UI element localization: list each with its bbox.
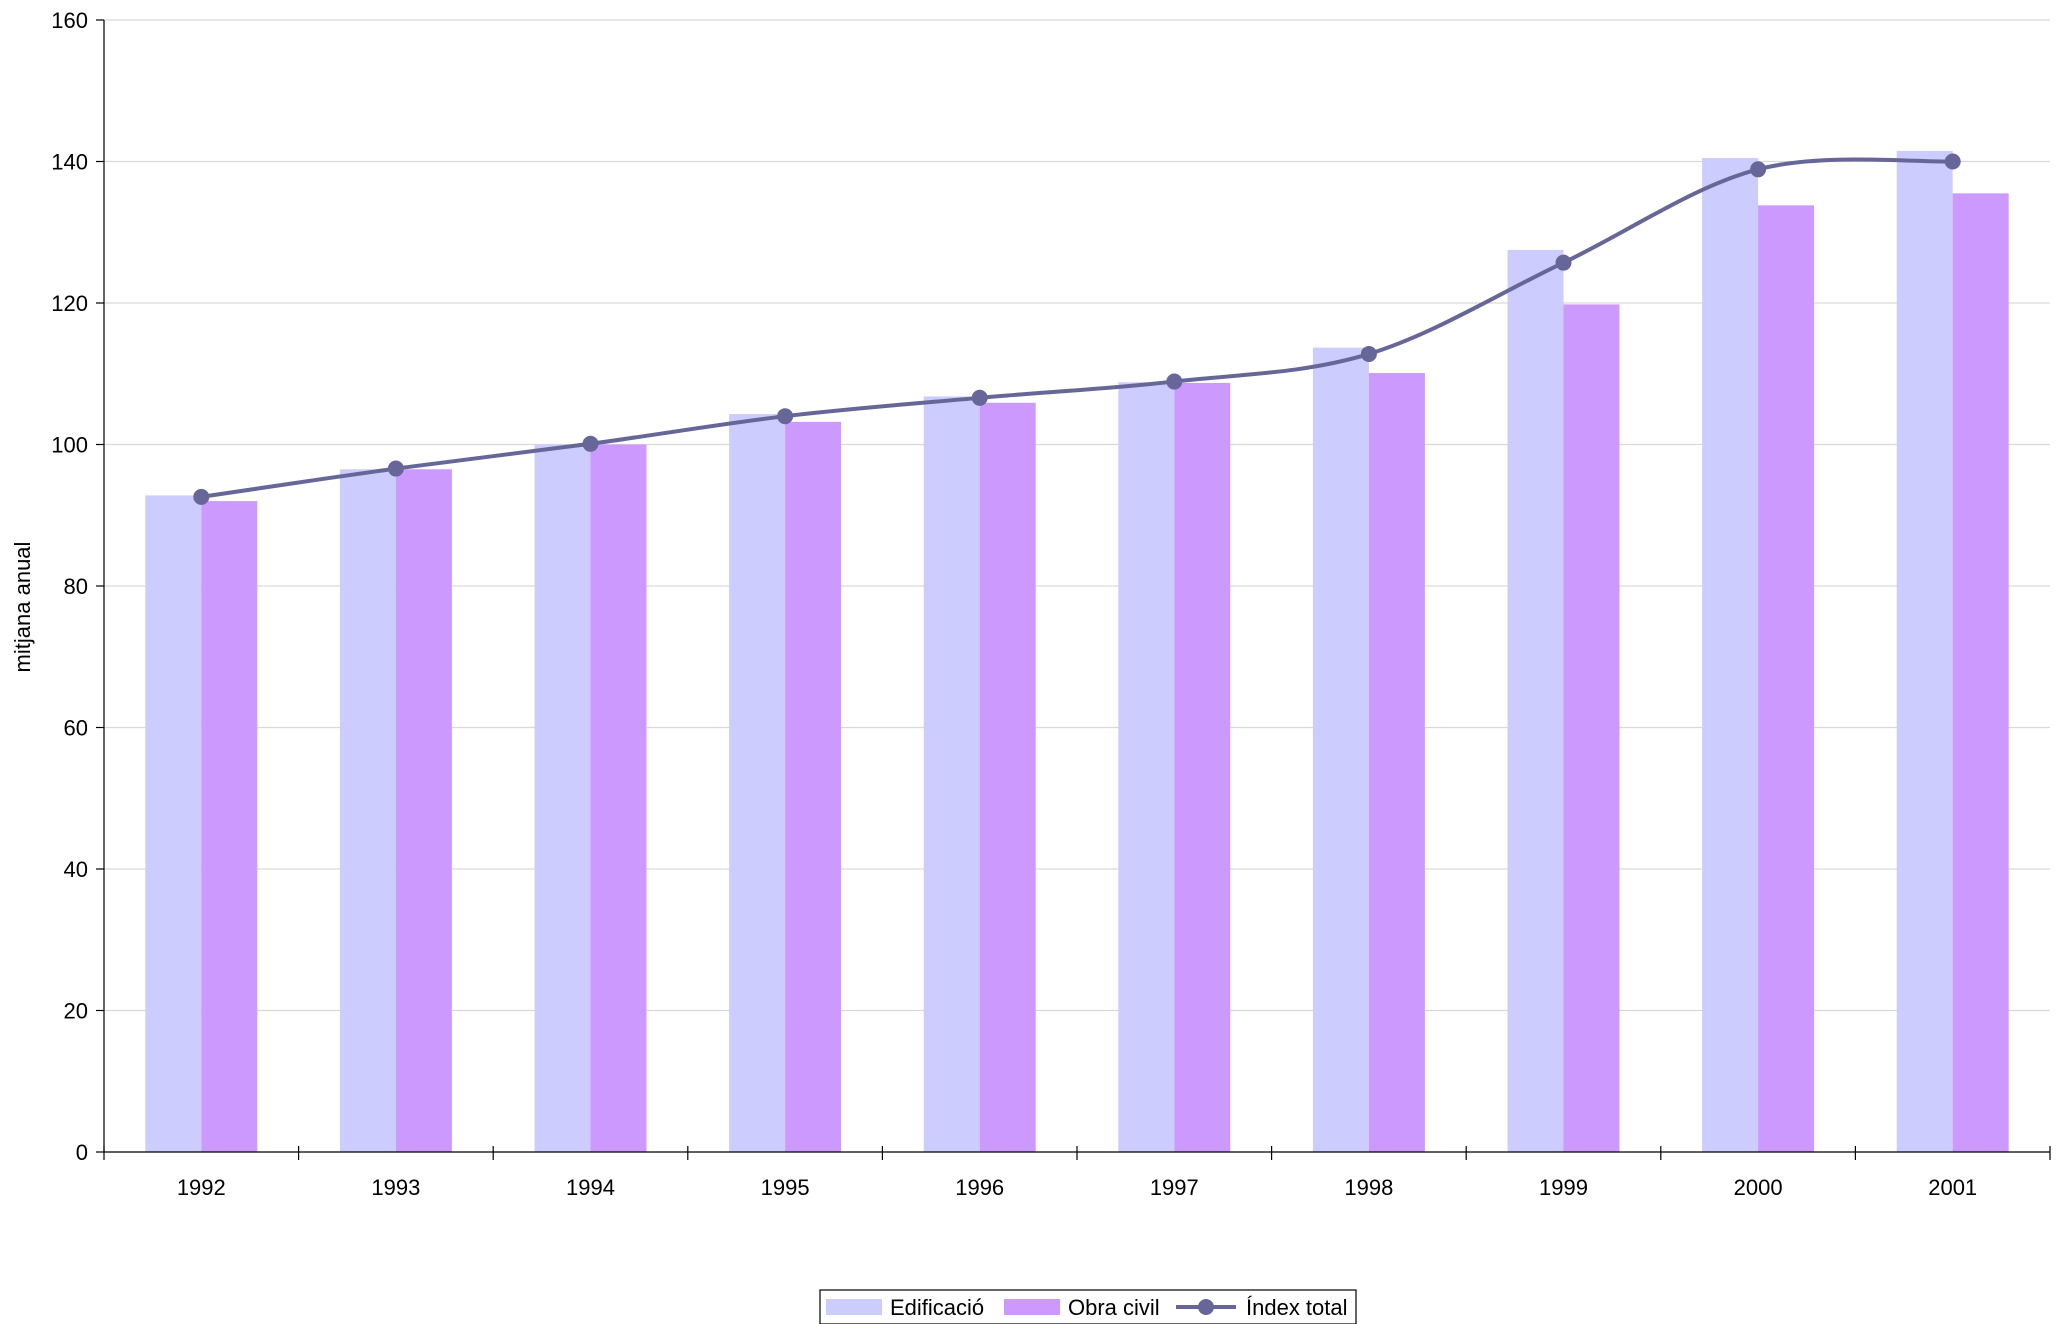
bar-obra-civil (201, 501, 258, 1153)
bar-edificacio (729, 414, 786, 1152)
legend-box (819, 1289, 1357, 1324)
index-total-point (1944, 153, 1961, 170)
y-tick-label: 160 (51, 8, 88, 33)
y-tick-label: 60 (64, 716, 88, 741)
index-total-point (777, 408, 794, 425)
x-tick-label: 1998 (1344, 1175, 1393, 1200)
bar-edificacio (1118, 382, 1175, 1152)
bar-obra-civil (1952, 193, 2009, 1152)
x-tick-label: 1996 (955, 1175, 1004, 1200)
index-total-point (1555, 254, 1572, 271)
bar-obra-civil (1174, 382, 1231, 1152)
bar-obra-civil (785, 421, 842, 1152)
tick-labels: 0 20 40 60 80 100 120 140 160 1992 1993 1994 1995 199… (51, 8, 1977, 1200)
bar-edificacio (534, 444, 591, 1152)
index-total-point (1750, 161, 1767, 178)
x-tick-label: 2001 (1928, 1175, 1977, 1200)
x-tick-label: 1993 (371, 1175, 420, 1200)
index-line (193, 153, 1961, 505)
legend-swatch (1004, 1299, 1060, 1315)
bar-edificacio (1312, 347, 1369, 1152)
index-total-point (582, 435, 599, 452)
index-total-point (1166, 373, 1183, 390)
y-tick-label: 120 (51, 291, 88, 316)
bar-obra-civil (1758, 205, 1815, 1153)
y-tick-label: 0 (76, 1140, 88, 1165)
y-tick-label: 140 (51, 150, 88, 175)
bar-obra-civil (979, 402, 1036, 1152)
bars (145, 150, 2009, 1153)
index-total-point (193, 488, 210, 505)
x-tick-label: 1997 (1150, 1175, 1199, 1200)
legend: Edificació Obra civil Índex total (819, 1289, 1357, 1324)
y-tick-label: 40 (64, 857, 88, 882)
legend-swatch-marker (1198, 1299, 1214, 1315)
bar-obra-civil (1368, 373, 1425, 1153)
bar-edificacio (923, 396, 980, 1152)
bar-obra-civil (1563, 304, 1620, 1152)
x-tick-label: 1992 (177, 1175, 226, 1200)
legend-label: Obra civil (1068, 1295, 1160, 1320)
legend-swatch (826, 1299, 882, 1315)
bar-obra-civil (590, 444, 647, 1152)
index-total-point (971, 389, 988, 406)
bar-edificacio (339, 469, 396, 1152)
x-tick-label: 1995 (761, 1175, 810, 1200)
bar-edificacio (1896, 150, 1953, 1152)
bar-edificacio (145, 495, 202, 1152)
y-tick-label: 100 (51, 433, 88, 458)
bar-edificacio (1702, 157, 1759, 1152)
y-tick-label: 20 (64, 999, 88, 1024)
y-axis-title: mitjana anual (10, 542, 35, 673)
index-total-point (387, 460, 404, 477)
x-tick-label: 2000 (1734, 1175, 1783, 1200)
axes (96, 19, 2051, 1160)
bar-obra-civil (395, 469, 452, 1152)
index-total-point (1360, 345, 1377, 362)
legend-label: Índex total (1246, 1295, 1348, 1320)
x-tick-label: 1994 (566, 1175, 615, 1200)
bar-edificacio (1507, 249, 1564, 1152)
legend-label: Edificació (890, 1295, 984, 1320)
y-tick-label: 80 (64, 574, 88, 599)
index-total-line (201, 157, 1953, 499)
x-tick-label: 1999 (1539, 1175, 1588, 1200)
